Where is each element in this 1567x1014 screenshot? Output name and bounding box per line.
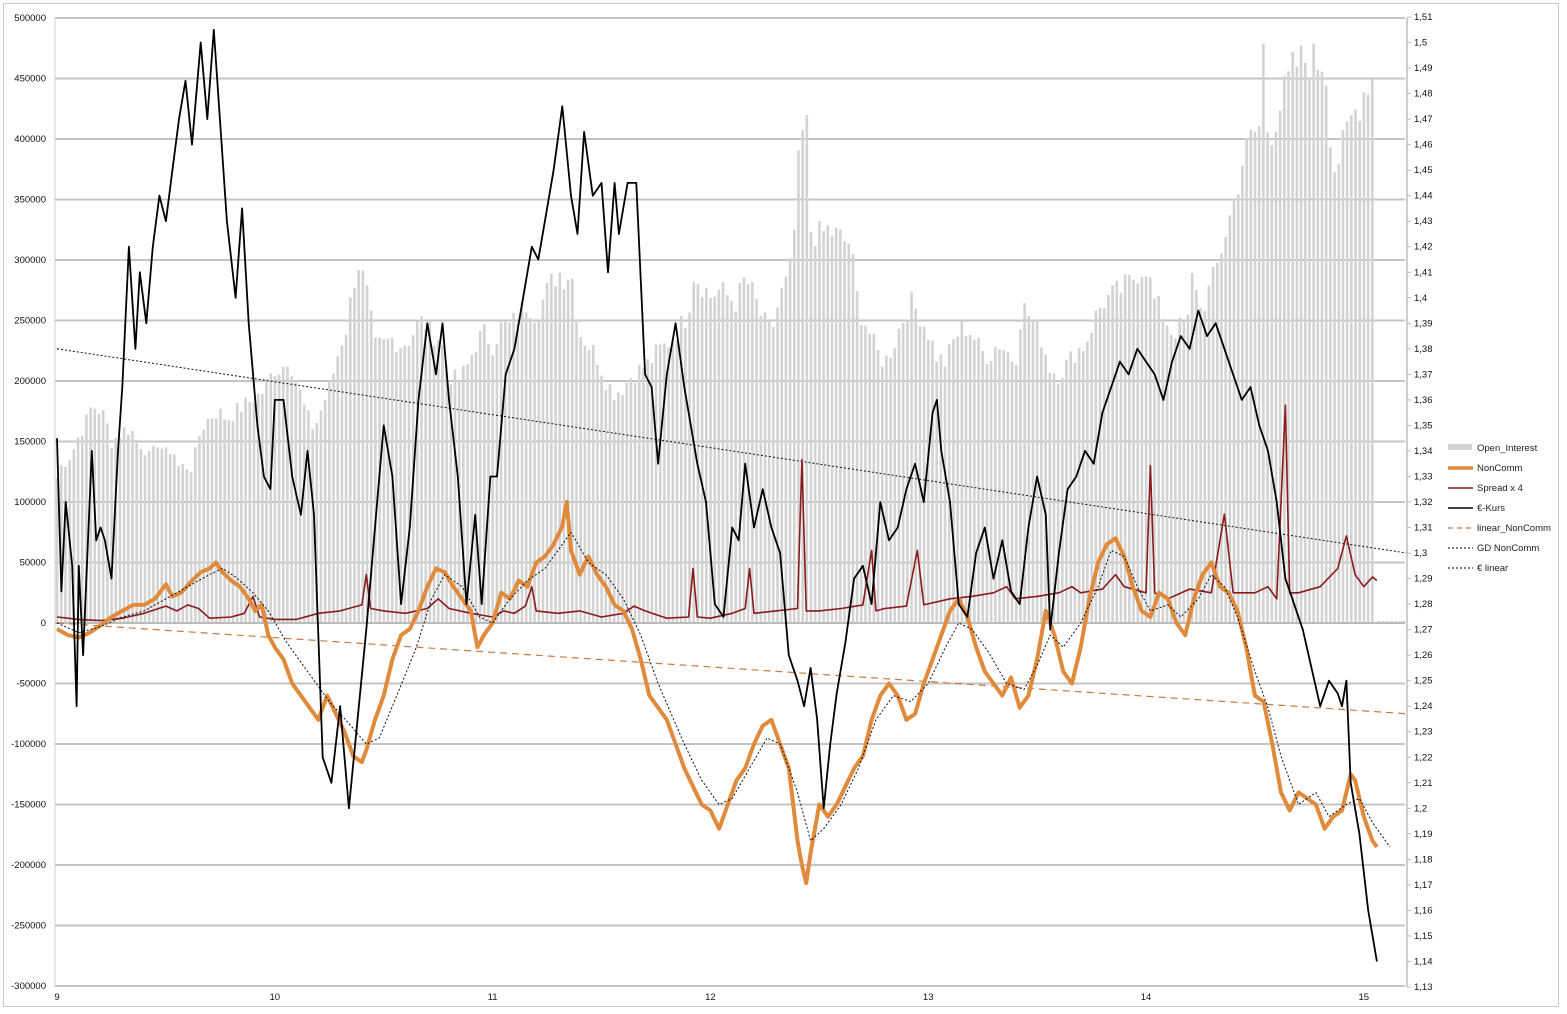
legend-item: Spread x 4 [1448,483,1523,494]
noncomm-line [56,500,1379,886]
right-axis-tick: 1,37 [1414,369,1433,380]
right-axis-tick: 1,42 [1414,242,1433,253]
right-axis-tick: 1,48 [1414,89,1433,100]
right-axis-tick: 1,13 [1414,982,1433,993]
legend-item: € linear [1448,563,1508,574]
left-axis-tick: -50000 [16,679,46,690]
right-axis-tick: 1,41 [1414,267,1433,278]
x-axis-tick: 14 [1141,992,1152,1003]
left-axis-tick: -300000 [11,981,46,992]
legend-item: linear_NonComm [1448,523,1551,534]
x-axis-tick: 15 [1359,992,1370,1003]
legend-label: € linear [1477,563,1508,574]
right-axis-tick: 1,15 [1414,931,1433,942]
right-axis-tick: 1,19 [1414,829,1433,840]
legend-item: NonComm [1448,463,1522,474]
x-axis-tick: 13 [923,992,934,1003]
right-axis-tick: 1,32 [1414,497,1433,508]
legend-item: Open_Interest [1448,443,1538,454]
right-axis-tick: 1,27 [1414,625,1433,636]
x-axis-tick: 12 [705,992,716,1003]
left-axis-tick: 300000 [14,255,46,266]
right-axis-tick: 1,16 [1414,905,1433,916]
legend-label: €-Kurs [1477,503,1505,514]
x-axis: 9 10 11 12 13 14 15 [54,992,1369,1003]
left-axis-tick: 50000 [20,558,46,569]
x-axis-tick: 10 [270,992,281,1003]
legend-label: Spread x 4 [1477,483,1523,494]
right-axis-tick: 1,35 [1414,420,1433,431]
right-axis-tick: 1,18 [1414,854,1433,865]
right-axis-tick: 1,5 [1414,38,1427,49]
right-axis-tick: 1,36 [1414,395,1433,406]
open-interest-bars [55,43,1406,624]
right-axis-tick: 1,46 [1414,140,1433,151]
right-axis-tick: 1,14 [1414,956,1433,967]
right-axis-tick: 1,29 [1414,574,1433,585]
left-axis-tick: 500000 [14,13,46,24]
right-axis-tick: 1,22 [1414,752,1433,763]
right-axis-tick: 1,51 [1414,12,1433,23]
right-axis-tick: 1,21 [1414,778,1433,789]
left-axis-tick: 350000 [14,195,46,206]
left-axis-tick: 450000 [14,74,46,85]
linear-noncomm-trendline [56,622,1408,715]
right-axis-tick: 1,39 [1414,318,1433,329]
x-axis-tick: 11 [488,992,498,1003]
left-y-axis: 5000004500004000003500003000002500002000… [11,13,46,992]
legend-label: GD NonComm [1477,543,1539,554]
right-axis-tick: 1,26 [1414,650,1433,661]
right-axis-tick: 1,25 [1414,676,1433,687]
legend: Open_Interest NonComm Spread x 4 €-Kurs line… [1448,443,1551,574]
right-axis-tick: 1,44 [1414,191,1433,202]
legend-item: €-Kurs [1448,503,1505,514]
left-axis-tick: 150000 [14,437,46,448]
right-axis-tick: 1,2 [1414,803,1427,814]
right-axis-tick: 1,34 [1414,446,1433,457]
legend-item: GD NonComm [1448,543,1539,554]
right-axis-tick: 1,28 [1414,599,1433,610]
spread-line [56,404,1378,622]
x-axis-tick: 9 [54,992,59,1003]
right-axis-tick: 1,38 [1414,344,1433,355]
legend-label: NonComm [1477,463,1522,474]
euro-rate-line [56,28,1378,962]
left-axis-tick: 200000 [14,376,46,387]
left-axis-tick: -200000 [11,860,46,871]
legend-label: linear_NonComm [1477,523,1551,534]
left-axis-tick: 400000 [14,134,46,145]
chart-frame [3,3,1559,1007]
left-axis-tick: -250000 [11,921,46,932]
right-axis-tick: 1,3 [1414,548,1427,559]
series-lines [56,28,1408,962]
left-axis-tick: 0 [41,618,46,629]
legend-label: Open_Interest [1477,443,1538,454]
right-axis-tick: 1,4 [1414,293,1427,304]
right-axis-tick: 1,49 [1414,63,1433,74]
right-axis-tick: 1,43 [1414,216,1433,227]
right-axis-tick: 1,47 [1414,114,1433,125]
right-axis-tick: 1,33 [1414,471,1433,482]
left-axis-tick: 100000 [14,497,46,508]
right-axis-tick: 1,24 [1414,701,1433,712]
right-y-axis: 1,51 1,5 1,49 1,48 1,47 1,46 1,45 1,44 1,43 1,42 1… [1406,12,1433,993]
left-axis-tick: 250000 [14,316,46,327]
gd-noncomm-line [56,531,1391,848]
right-axis-tick: 1,23 [1414,727,1433,738]
left-axis-tick: -150000 [11,800,46,811]
right-axis-tick: 1,31 [1414,523,1433,534]
left-axis-tick: -100000 [11,739,46,750]
right-axis-tick: 1,45 [1414,165,1433,176]
right-axis-tick: 1,17 [1414,880,1433,891]
